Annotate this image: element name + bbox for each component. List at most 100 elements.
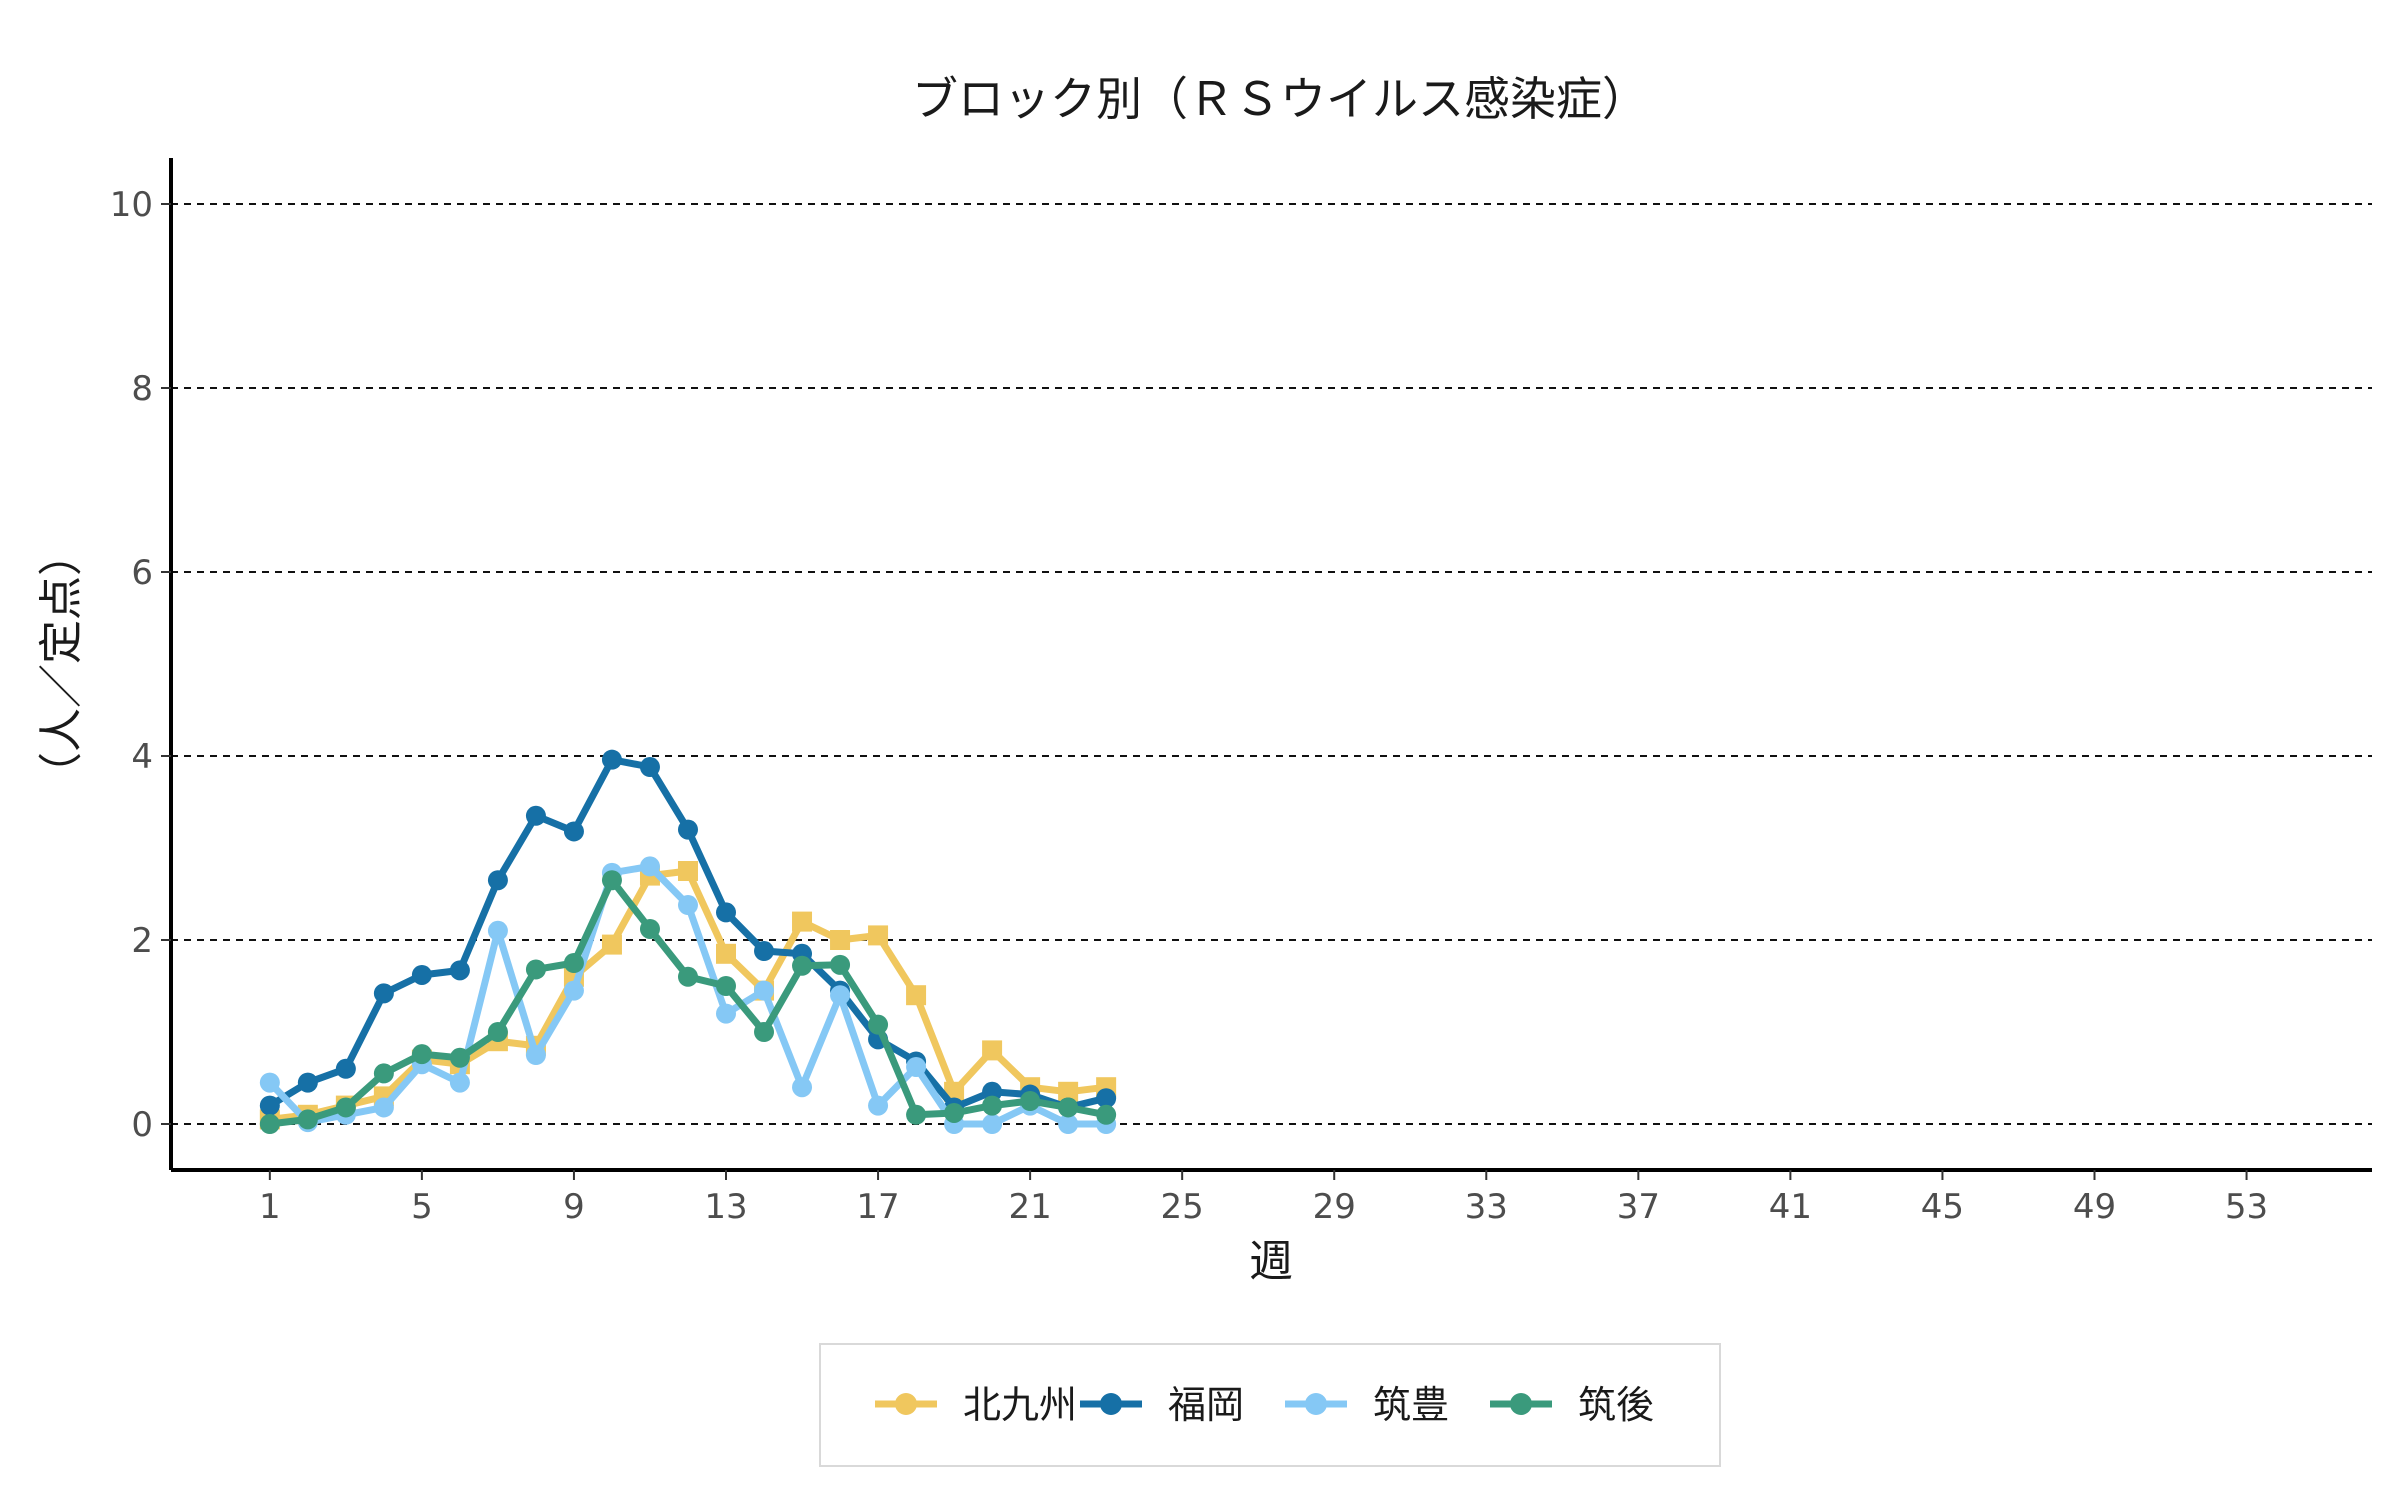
x-tick-label: 13 <box>704 1187 747 1227</box>
x-tick-label: 17 <box>856 1187 899 1227</box>
data-point <box>1058 1114 1079 1134</box>
data-point <box>373 983 394 1004</box>
x-tick-label: 29 <box>1313 1187 1356 1227</box>
legend-label: 筑後 <box>1578 1383 1654 1427</box>
data-point <box>906 1104 927 1125</box>
data-point <box>335 1097 356 1118</box>
data-point <box>525 959 546 980</box>
x-axis-title: 週 <box>1249 1236 1293 1287</box>
data-point <box>677 895 698 916</box>
data-point <box>1058 1081 1079 1102</box>
data-point <box>677 819 698 840</box>
x-tick-label: 49 <box>2073 1187 2116 1227</box>
data-point <box>677 861 698 881</box>
data-point <box>677 966 698 987</box>
x-tick-label: 9 <box>563 1187 585 1227</box>
data-point <box>716 1003 737 1024</box>
axis-ticks: 0 2 4 6 8 10 1 5 9 13 17 21 25 29 33 37 41 45 49 53 <box>110 185 2268 1227</box>
data-point <box>944 1102 965 1123</box>
data-point <box>259 1114 280 1134</box>
data-point <box>830 954 851 975</box>
legend-label: 福岡 <box>1168 1383 1244 1427</box>
legend-key-marker <box>1100 1393 1122 1415</box>
legend-label: 筑豊 <box>1373 1383 1449 1427</box>
x-tick-label: 37 <box>1617 1187 1660 1227</box>
legend-box <box>819 1343 1721 1467</box>
y-tick-label: 8 <box>131 369 153 409</box>
data-point <box>982 1114 1003 1134</box>
data-point <box>868 1095 889 1116</box>
data-point <box>525 1045 546 1065</box>
data-point <box>449 1072 470 1093</box>
data-point <box>297 1072 318 1093</box>
data-point <box>373 1097 394 1118</box>
data-point <box>601 934 622 955</box>
x-tick-label: 33 <box>1465 1187 1508 1227</box>
x-tick-label: 41 <box>1769 1187 1812 1227</box>
data-point <box>487 1022 508 1042</box>
data-point <box>830 930 851 950</box>
data-point <box>792 1077 813 1098</box>
data-point <box>487 920 508 941</box>
data-point <box>982 1095 1003 1116</box>
data-point <box>716 943 737 964</box>
x-tick-label: 25 <box>1161 1187 1204 1227</box>
legend-key-marker <box>1305 1393 1327 1415</box>
data-point <box>754 1022 775 1042</box>
legend: 北九州 福岡 筑豊 筑後 <box>819 1343 1721 1467</box>
series-2 <box>259 749 1117 1118</box>
y-tick-label: 0 <box>131 1105 153 1145</box>
data-point <box>563 953 584 973</box>
data-point <box>716 902 737 923</box>
data-point <box>1020 1091 1041 1111</box>
legend-item: 筑後 <box>1490 1383 1654 1427</box>
legend-items: 北九州 福岡 筑豊 筑後 <box>875 1383 1654 1427</box>
data-point <box>1096 1088 1117 1109</box>
data-point <box>259 1072 280 1093</box>
data-point <box>335 1058 356 1079</box>
y-tick-label: 4 <box>131 737 153 777</box>
y-tick-label: 6 <box>131 553 153 593</box>
data-point <box>716 976 737 996</box>
data-point <box>868 925 889 946</box>
chart-title: ブロック別（ＲＳウイルス感染症） <box>912 72 1648 126</box>
data-point <box>792 955 813 976</box>
x-tick-label: 21 <box>1008 1187 1051 1227</box>
x-tick-label: 1 <box>259 1187 281 1227</box>
x-tick-label: 5 <box>411 1187 433 1227</box>
data-point <box>525 805 546 826</box>
data-point <box>411 964 432 985</box>
axes <box>169 158 2372 1172</box>
data-point <box>449 960 470 981</box>
legend-key-marker <box>895 1393 917 1415</box>
data-point <box>639 918 660 939</box>
data-point <box>1096 1104 1117 1125</box>
data-point <box>563 821 584 842</box>
legend-label: 北九州 <box>963 1383 1077 1427</box>
data-point <box>601 749 622 770</box>
x-tick-label: 53 <box>2225 1187 2268 1227</box>
data-point <box>982 1081 1003 1102</box>
data-point <box>906 985 927 1006</box>
data-point <box>982 1040 1003 1061</box>
grid-lines <box>171 203 2372 1125</box>
data-point <box>259 1095 280 1116</box>
x-tick-label: 45 <box>1921 1187 1964 1227</box>
data-point <box>487 870 508 891</box>
y-axis-title: （人／定点） <box>36 532 87 796</box>
data-point <box>639 856 660 877</box>
legend-item: 福岡 <box>1080 1383 1244 1427</box>
data-point <box>906 1056 927 1077</box>
data-point <box>792 911 813 932</box>
data-point <box>449 1047 470 1068</box>
series-4 <box>259 870 1117 1134</box>
data-point <box>373 1063 394 1084</box>
series-line <box>266 756 1110 1111</box>
y-tick-label: 10 <box>110 185 153 225</box>
data-point <box>1058 1097 1079 1118</box>
data-point <box>868 1014 889 1035</box>
y-tick-label: 2 <box>131 921 153 961</box>
data-point <box>563 980 584 1001</box>
